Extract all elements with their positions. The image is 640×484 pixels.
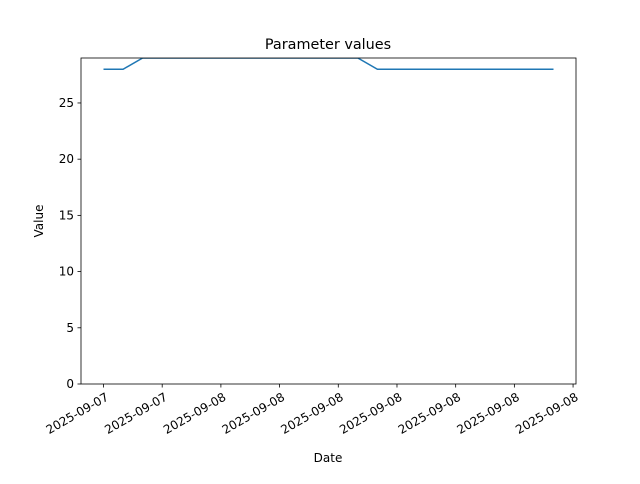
y-tick-label: 10 (59, 265, 74, 279)
y-axis-label: Value (32, 205, 46, 238)
y-tick-label: 25 (59, 96, 74, 110)
y-tick-label: 20 (59, 152, 74, 166)
plot-area (103, 58, 554, 70)
x-tick-label: 2025-09-08 (220, 390, 287, 437)
x-tick-label: 2025-09-08 (337, 390, 404, 437)
x-axis-label: Date (314, 451, 343, 465)
chart-title: Parameter values (265, 37, 391, 53)
axes-frame (80, 57, 577, 385)
x-tick-label: 2025-09-08 (161, 390, 228, 437)
x-tick-label: 2025-09-07 (44, 390, 111, 437)
y-tick-label: 15 (59, 208, 74, 222)
y-tick-label: 5 (66, 321, 74, 335)
y-tick-label: 0 (66, 377, 74, 391)
x-tick-label: 2025-09-08 (278, 390, 345, 437)
line-series (103, 58, 554, 70)
x-tick-label: 2025-09-08 (454, 390, 521, 437)
x-tick-label: 2025-09-08 (396, 390, 463, 437)
x-tick-label: 2025-09-07 (102, 390, 169, 437)
x-tick-label: 2025-09-08 (513, 390, 580, 437)
